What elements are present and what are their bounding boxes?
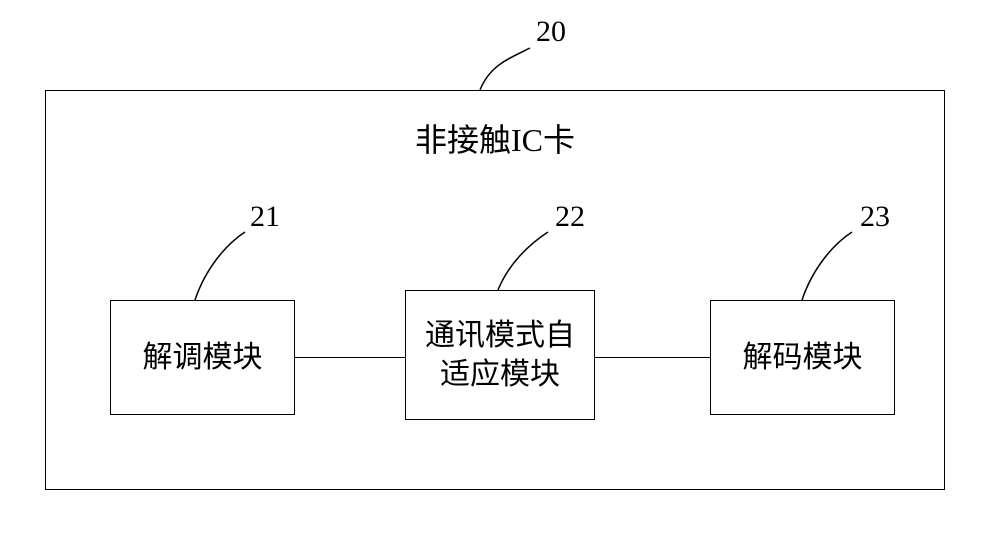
- diagram-stage: 非接触IC卡 20 解调模块 21 通讯模式自 适应模块 22 解码模块 23: [0, 0, 1000, 550]
- ref-leader-23: [0, 0, 1000, 550]
- connector-line: [595, 357, 710, 358]
- connector-line: [295, 357, 405, 358]
